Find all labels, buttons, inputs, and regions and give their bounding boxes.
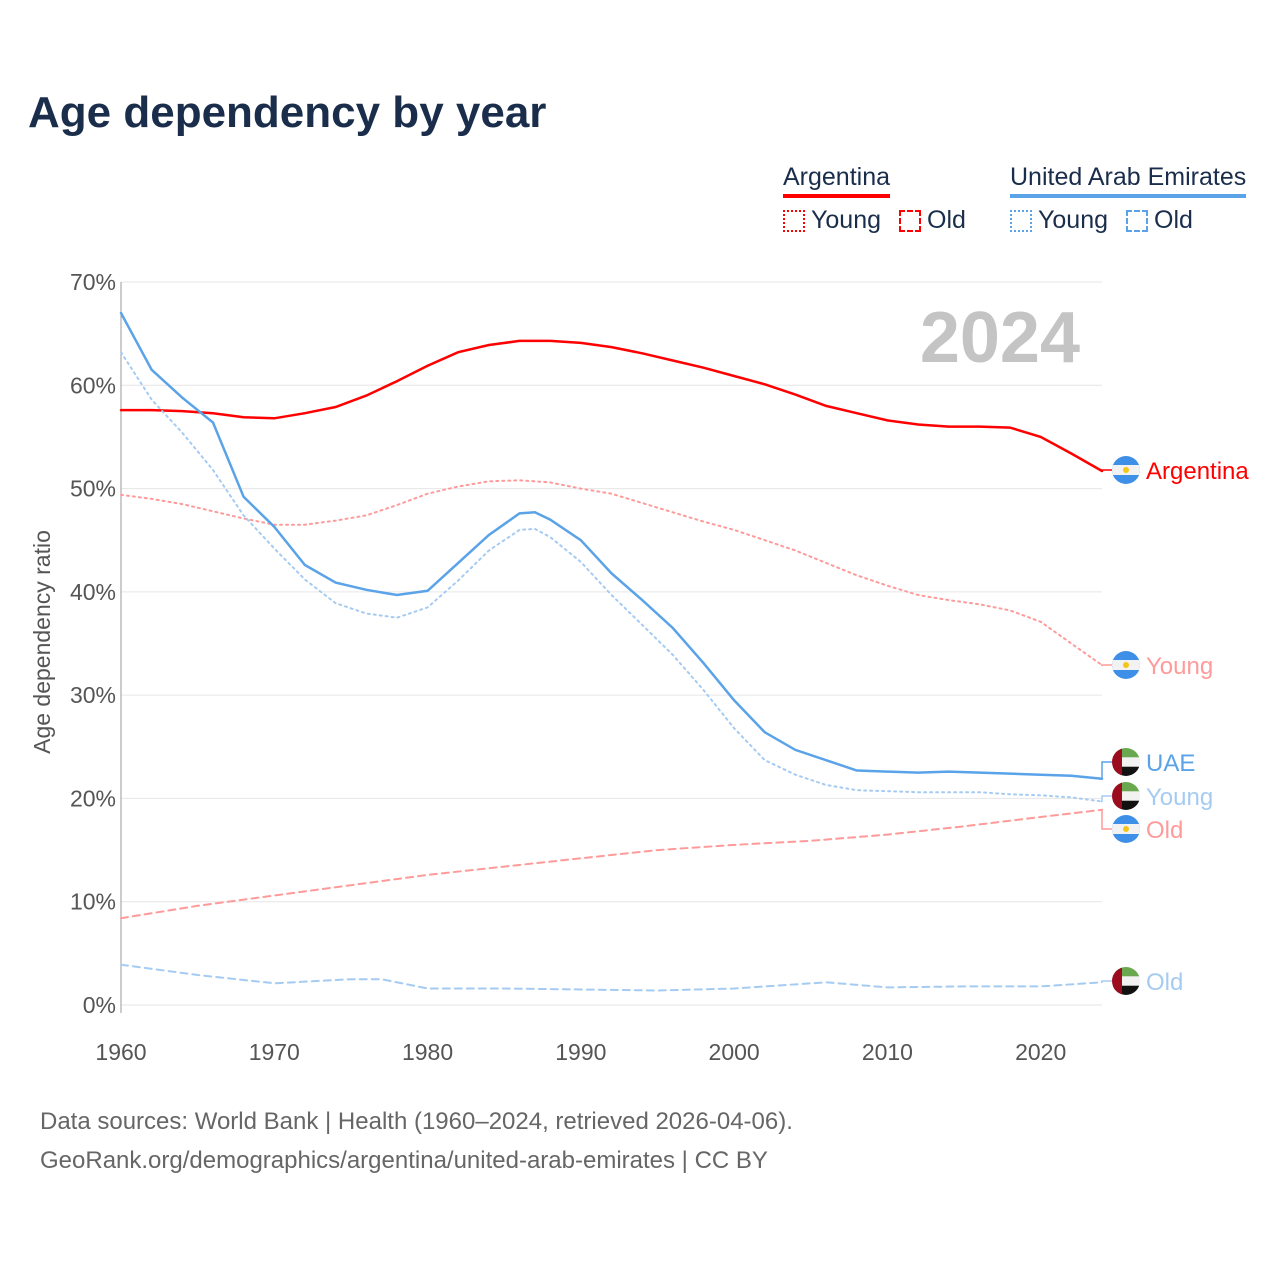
dotted-swatch-icon xyxy=(783,209,805,232)
argentina-flag-icon xyxy=(1112,651,1140,679)
dotted-swatch-icon xyxy=(1010,209,1032,232)
y-tick-label: 30% xyxy=(70,682,116,708)
series-line-argentina[interactable] xyxy=(119,339,1104,473)
dashed-swatch-icon xyxy=(1126,209,1148,232)
legend-argentina-young[interactable]: Young xyxy=(783,206,881,235)
y-tick-label: 60% xyxy=(70,372,116,398)
chart-title: Age dependency by year xyxy=(28,88,547,137)
uae-flag-icon xyxy=(1112,782,1140,810)
label-connector xyxy=(1101,761,1112,780)
end-label: Old xyxy=(1146,969,1183,996)
legend-uae-old[interactable]: Old xyxy=(1126,206,1193,235)
end-label: Old xyxy=(1146,817,1183,844)
legend-label: Young xyxy=(1038,206,1108,234)
x-tick-label: 1980 xyxy=(402,1039,453,1065)
footer-attribution[interactable]: GeoRank.org/demographics/argentina/unite… xyxy=(40,1147,768,1174)
y-tick-label: 20% xyxy=(70,785,116,811)
series-line-uae-old[interactable] xyxy=(120,963,1103,992)
x-tick-label: 2000 xyxy=(709,1039,760,1065)
x-tick-label: 1970 xyxy=(249,1039,300,1065)
x-tick-label: 2020 xyxy=(1015,1039,1066,1065)
uae-flag-icon xyxy=(1112,967,1140,995)
y-axis-label: Age dependency ratio xyxy=(29,530,55,754)
legend-uae-young[interactable]: Young xyxy=(1010,206,1108,235)
label-connector xyxy=(1101,469,1112,472)
legend-label: Old xyxy=(1154,206,1193,234)
end-label: Young xyxy=(1146,784,1213,811)
legend-uae[interactable]: United Arab Emirates Young Old xyxy=(1010,163,1247,235)
x-tick-label: 1960 xyxy=(95,1039,146,1065)
year-watermark: 2024 xyxy=(920,298,1080,378)
label-connector xyxy=(1101,809,1112,830)
series-line-argentina-old[interactable] xyxy=(120,808,1103,920)
argentina-flag-icon xyxy=(1112,456,1140,484)
legend-country-argentina[interactable]: Argentina xyxy=(783,163,891,198)
label-connector xyxy=(1101,795,1112,803)
y-tick-label: 70% xyxy=(70,269,116,295)
y-tick-label: 10% xyxy=(70,889,116,915)
legend-argentina[interactable]: Argentina Young Old xyxy=(783,163,966,235)
footer-sources: Data sources: World Bank | Health (1960–… xyxy=(40,1108,793,1135)
argentina-flag-icon xyxy=(1112,815,1140,843)
x-tick-label: 1990 xyxy=(555,1039,606,1065)
legend-country-uae[interactable]: United Arab Emirates xyxy=(1010,163,1247,198)
y-tick-label: 50% xyxy=(70,476,116,502)
end-label: Argentina xyxy=(1146,458,1249,485)
x-tick-label: 2010 xyxy=(862,1039,913,1065)
series-line-uae[interactable] xyxy=(119,311,1104,781)
uae-flag-icon xyxy=(1112,748,1140,776)
y-tick-label: 40% xyxy=(70,579,116,605)
legend-argentina-old[interactable]: Old xyxy=(899,206,966,235)
end-label: UAE xyxy=(1146,750,1195,777)
legend-label: Young xyxy=(811,206,881,234)
dashed-swatch-icon xyxy=(899,209,921,232)
legend-label: Old xyxy=(927,206,966,234)
y-tick-label: 0% xyxy=(83,992,116,1018)
series-line-uae-young[interactable] xyxy=(120,351,1103,803)
series-line-argentina-young[interactable] xyxy=(120,479,1103,667)
label-connector xyxy=(1101,980,1112,984)
end-label: Young xyxy=(1146,653,1213,680)
